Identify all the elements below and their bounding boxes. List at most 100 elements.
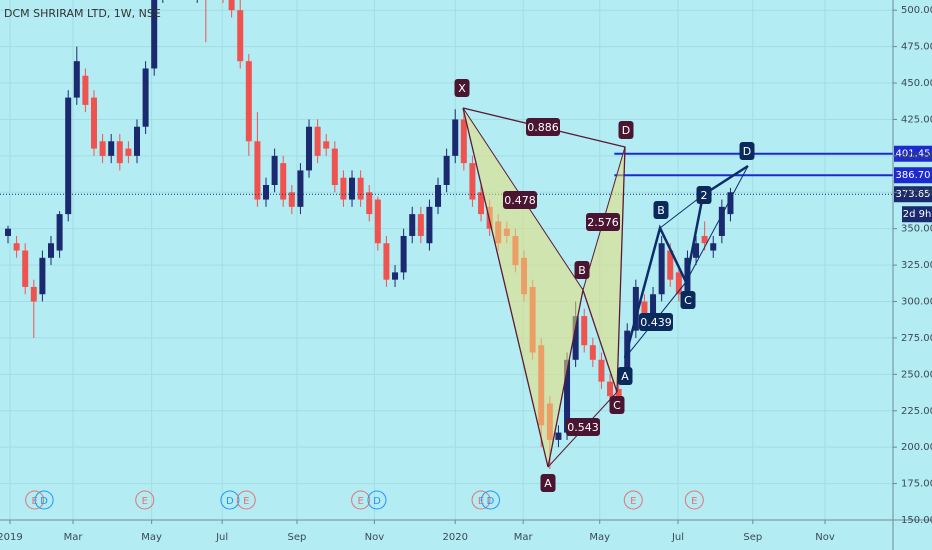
y-tick-label: 150.00 bbox=[901, 515, 932, 526]
candle-body bbox=[4, 228, 11, 236]
candle-body bbox=[56, 214, 63, 251]
x-tick-label: Jul bbox=[671, 532, 684, 543]
pattern-label: 0.886 bbox=[527, 121, 559, 134]
y-tick-label: 375.00 bbox=[901, 187, 932, 198]
candle-body bbox=[82, 75, 89, 105]
candle-body bbox=[254, 141, 261, 200]
candle-body bbox=[314, 126, 321, 156]
event-label: D bbox=[226, 496, 234, 507]
pattern-label: C bbox=[684, 294, 692, 307]
chart-title: DCM SHRIRAM LTD, 1W, NSE bbox=[4, 7, 161, 20]
pattern-label-box bbox=[566, 418, 600, 436]
price-label-box bbox=[894, 167, 932, 184]
candle-body bbox=[409, 214, 416, 236]
event-label: E bbox=[31, 496, 37, 507]
candle-body bbox=[478, 192, 485, 215]
countdown: 2d 9h bbox=[903, 209, 932, 220]
candle-body bbox=[48, 243, 55, 258]
pattern-label-box bbox=[618, 121, 634, 139]
candle-body bbox=[297, 170, 304, 207]
price-label: 401.45 bbox=[896, 149, 931, 160]
event-marker bbox=[684, 490, 704, 510]
event-label: E bbox=[691, 496, 697, 507]
candle-body bbox=[237, 10, 244, 62]
y-tick-label: 450.00 bbox=[901, 78, 932, 89]
event-label: E bbox=[357, 496, 363, 507]
candle-body bbox=[271, 155, 278, 185]
grid bbox=[0, 0, 893, 521]
pattern-label-box bbox=[454, 79, 470, 97]
y-tick-label: 200.00 bbox=[901, 442, 932, 453]
event-marker bbox=[471, 490, 491, 510]
price-label-box bbox=[894, 145, 932, 162]
pattern-label: B bbox=[657, 204, 665, 217]
candle-body bbox=[99, 141, 106, 156]
candle-body bbox=[555, 432, 562, 440]
levels: 401.45 386.70 373.65 2d 9h bbox=[0, 145, 932, 223]
candle-body bbox=[366, 192, 373, 215]
event-label: E bbox=[243, 496, 249, 507]
candle-body bbox=[460, 119, 467, 164]
event-label: E bbox=[630, 496, 636, 507]
candle-body bbox=[581, 316, 588, 346]
candle-body bbox=[564, 359, 571, 433]
candle-body bbox=[288, 192, 295, 207]
pattern-label-box bbox=[639, 313, 673, 331]
x-tick-label: May bbox=[141, 532, 162, 543]
x-tick-label: May bbox=[589, 532, 610, 543]
candle-body bbox=[306, 126, 313, 171]
x-tick-label: 2019 bbox=[0, 532, 23, 543]
candle-body bbox=[675, 272, 682, 295]
candle-body bbox=[667, 250, 674, 280]
candle-body bbox=[280, 163, 287, 200]
event-marker bbox=[25, 490, 45, 510]
candle-body bbox=[650, 294, 657, 324]
event-label: D bbox=[487, 496, 495, 507]
candle-body bbox=[632, 286, 639, 331]
price-label: 373.65 bbox=[896, 189, 931, 200]
x-tick-label: Sep bbox=[743, 532, 762, 543]
y-tick-label: 175.00 bbox=[901, 479, 932, 490]
pattern-label: A bbox=[621, 370, 629, 383]
candle-body bbox=[228, 0, 235, 11]
candle-body bbox=[151, 0, 158, 69]
candle-body bbox=[245, 61, 252, 142]
candle-body bbox=[443, 155, 450, 185]
candle-body bbox=[710, 243, 717, 251]
pattern-label-box bbox=[617, 367, 633, 385]
event-marker bbox=[236, 490, 256, 510]
candle-body bbox=[426, 206, 433, 244]
candle-body bbox=[693, 243, 700, 258]
event-marker bbox=[135, 490, 155, 510]
candle-body bbox=[383, 243, 390, 280]
event-marker bbox=[623, 490, 643, 510]
event-marker bbox=[220, 490, 240, 510]
y-tick-label: 350.00 bbox=[901, 224, 932, 235]
candle-body bbox=[349, 177, 356, 200]
candle-body bbox=[340, 177, 347, 200]
candle-body bbox=[65, 97, 72, 215]
y-tick-label: 225.00 bbox=[901, 406, 932, 417]
candle-body bbox=[598, 359, 605, 382]
candle-body bbox=[22, 250, 29, 287]
y-tick-label: 425.00 bbox=[901, 114, 932, 125]
candle-body bbox=[108, 141, 115, 156]
candle-body bbox=[469, 163, 476, 200]
x-tick-label: 2020 bbox=[443, 532, 468, 543]
pattern-label-box bbox=[696, 186, 712, 204]
pattern-label: A bbox=[544, 477, 552, 490]
candle-body bbox=[134, 126, 141, 156]
candle-body bbox=[607, 381, 614, 397]
candle-body bbox=[125, 148, 132, 156]
candle-body bbox=[39, 257, 46, 295]
x-tick-label: Mar bbox=[514, 532, 534, 543]
pattern-2 bbox=[623, 164, 749, 359]
pattern-label: C bbox=[613, 399, 621, 412]
event-marker bbox=[480, 490, 500, 510]
pattern-label-box bbox=[503, 191, 537, 209]
pattern-label-box bbox=[540, 474, 556, 492]
candle-body bbox=[701, 235, 708, 244]
candle-body bbox=[30, 286, 37, 302]
